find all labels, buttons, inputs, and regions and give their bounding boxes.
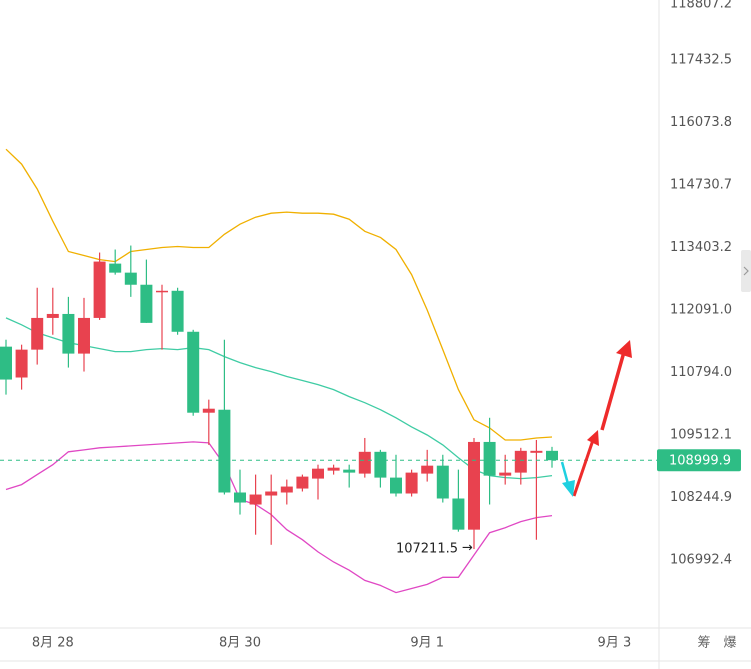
candle-body [171,290,184,332]
y-tick-label: 118807.2 [670,0,732,12]
candle-body [390,477,402,494]
candle-body [530,450,543,453]
y-tick-label: 108244.9 [670,490,732,505]
y-tick-label: 113403.2 [670,240,732,255]
candle-body [46,313,59,318]
candle-body [280,486,293,493]
cyan-arrowhead [562,480,575,497]
candle-body [78,317,90,354]
plot-area [0,148,659,594]
candle-body [140,284,153,323]
candle-body [156,290,168,293]
candle-body [62,313,75,354]
candle-body [15,349,28,378]
red-arrow [600,351,626,431]
y-tick-label: 117432.5 [670,53,732,68]
candle-body [468,441,480,530]
candle-body [265,491,278,496]
x-tick-label: 8月 28 [32,636,74,651]
low-annotation: 107211.5 [396,542,458,557]
band-line [5,441,553,594]
cyan-arrow [560,461,570,485]
y-tick-label: 114730.7 [670,178,732,193]
candle-body [452,498,465,530]
toolbar-button[interactable]: 筹 [697,635,710,651]
candle-body [421,465,434,474]
annotation-arrows [560,340,632,497]
red-arrowhead [587,430,599,446]
last-price-label: 108999.9 [669,454,731,469]
candle-body [202,408,215,413]
band-line [5,317,553,480]
candle-body [358,451,371,474]
y-tick-label: 110794.0 [670,365,732,380]
side-tab-icon [743,266,749,276]
y-tick-label: 106992.4 [670,553,732,568]
candle-body [312,468,324,479]
candle-body [109,263,122,273]
candle-body [327,467,340,471]
last-price-box [657,449,741,472]
candle-body [218,409,231,493]
candle-body [249,494,262,505]
side-tab[interactable] [741,250,751,292]
candle-body [436,465,449,499]
candle-body [374,451,387,478]
candle-body [124,272,137,285]
x-tick-label: 9月 3 [598,636,632,651]
candle-body [31,317,44,350]
candle-body [0,346,12,380]
candle-body [546,450,558,461]
candle-body [499,472,512,476]
candle-body [187,331,200,413]
candle-body [514,450,527,473]
candle-body [483,441,496,476]
candle-body [93,261,106,318]
y-tick-label: 112091.0 [670,303,732,318]
toolbar-button[interactable]: 爆 [723,636,736,651]
red-arrowhead [616,340,632,358]
y-tick-label: 109512.1 [670,428,732,443]
candle-body [234,492,246,503]
candle-body [296,476,309,489]
band-line [5,148,553,441]
y-tick-label: 116073.8 [670,115,732,130]
x-tick-label: 8月 30 [219,636,261,651]
candle-body [405,472,418,494]
x-tick-label: 9月 1 [410,636,444,651]
red-arrow [572,439,595,497]
candle-body [343,469,356,473]
low-arrow: → [462,541,473,556]
